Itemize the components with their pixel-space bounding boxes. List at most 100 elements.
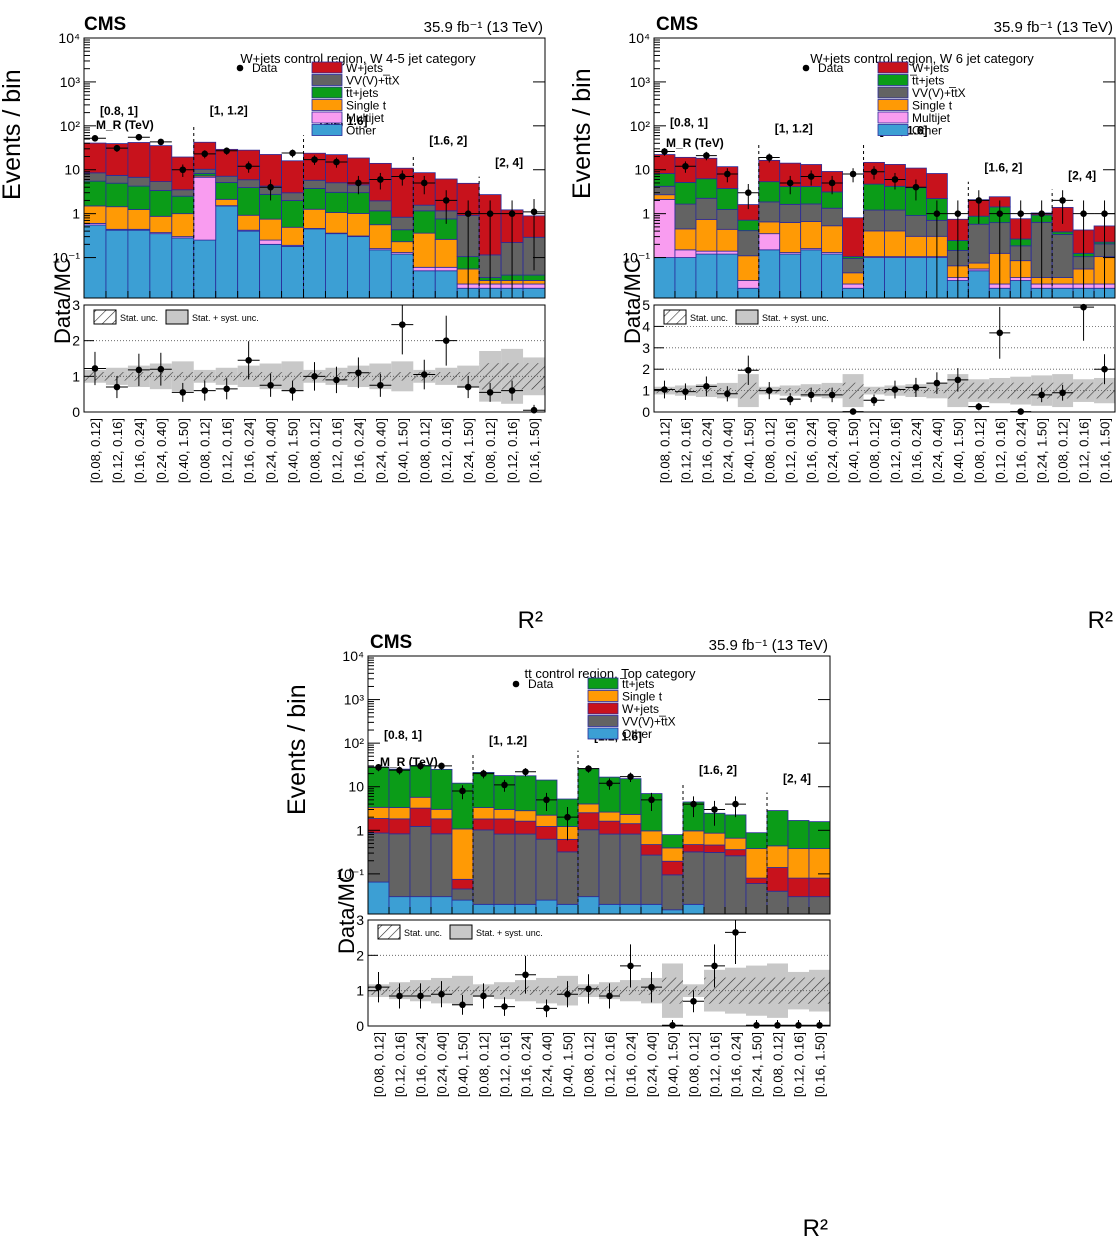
stat-band [843, 383, 864, 399]
legend-label: Data [528, 677, 554, 691]
bar-wjets [515, 821, 536, 834]
bar-other [106, 230, 128, 298]
y-tick-label: 10⁻¹ [52, 250, 80, 266]
y-tick-label: 10⁴ [342, 648, 364, 664]
mr-group-label: [2, 4] [1068, 168, 1096, 182]
data-point [1080, 210, 1087, 217]
bar-other [536, 900, 557, 914]
y-tick-label: 10² [344, 735, 365, 751]
data-point [732, 801, 739, 808]
bar-vvvttx [452, 889, 473, 900]
bar-vvvttx [767, 891, 788, 914]
bar-wjets [389, 819, 410, 834]
ratio-point [355, 369, 362, 376]
ratio-point [1038, 392, 1045, 399]
ratio-point [829, 392, 836, 399]
bar-ttjets [675, 182, 696, 204]
bar-wjets [494, 819, 515, 834]
category-label: [0.40, 1.50] [286, 418, 301, 483]
syst-legend-label: Stat. + syst. unc. [476, 928, 543, 938]
bar-vvvttx [864, 210, 885, 231]
bar-singlet [431, 809, 452, 819]
bar-vvvttx [106, 175, 128, 183]
x-axis-label: R² [1088, 607, 1113, 634]
bar-ttjets [864, 184, 885, 210]
cms-label: CMS [84, 14, 126, 35]
ratio-point [179, 389, 186, 396]
data-point [711, 806, 718, 813]
category-label: [0.08, 0.12] [483, 418, 498, 483]
category-label: [0.08, 0.12] [762, 418, 777, 483]
bar-ttjets [216, 183, 238, 200]
bar-other [260, 244, 282, 298]
bar-other [347, 237, 369, 298]
bar-vvvttx [717, 210, 738, 230]
bar-ttjets [84, 181, 106, 206]
bar-multijet [194, 177, 216, 240]
bar-ttjets [282, 201, 304, 228]
y-tick-label: 10² [630, 118, 651, 134]
ratio-point [443, 337, 450, 344]
data-point [1038, 210, 1045, 217]
bar-ttjets [885, 186, 906, 210]
category-label: [0.40, 1.50] [561, 1032, 576, 1097]
bar-ttjets [822, 192, 843, 208]
data-point [808, 173, 815, 180]
category-label: [0.08, 0.12] [198, 418, 213, 483]
bar-ttjets [325, 192, 347, 212]
bar-vvvttx [662, 875, 683, 910]
category-label: [0.12, 0.16] [498, 1032, 513, 1097]
ratio-point [136, 367, 143, 374]
category-label: [0.08, 0.12] [308, 418, 323, 483]
bar-other [654, 258, 675, 298]
bar-other [216, 206, 238, 298]
category-label: [0.40, 1.50] [456, 1032, 471, 1097]
ratio-point [223, 386, 230, 393]
bar-vvvttx [905, 216, 926, 237]
bar-vvvttx [216, 176, 238, 182]
bar-vvvttx [282, 193, 304, 201]
data-point [975, 197, 982, 204]
mr-group-label: [1, 1.2] [210, 103, 248, 117]
bar-ttjets [128, 186, 150, 209]
bar-vvvttx [150, 182, 172, 191]
bar-wjets [696, 158, 717, 178]
data-point [201, 151, 208, 158]
bar-singlet [885, 231, 906, 257]
category-label: [0.24, 0.40] [154, 418, 169, 483]
ratio-point [311, 373, 318, 380]
mr-group-label: [0.8, 1] [100, 104, 138, 118]
bar-wjets [809, 878, 830, 897]
bar-vvvttx [410, 826, 431, 896]
category-label: [0.12, 0.16] [888, 418, 903, 483]
category-label: [0.24, 1.50] [750, 1032, 765, 1097]
legend-swatch [878, 125, 908, 136]
bar-multijet [260, 240, 282, 244]
legend-swatch [588, 728, 618, 739]
ratio-point [399, 321, 406, 328]
legend-swatch [312, 112, 342, 123]
bar-singlet [150, 216, 172, 232]
bar-wjets [431, 819, 452, 834]
bar-vvvttx [304, 180, 326, 188]
category-label: [0.16, 1.50] [813, 1032, 828, 1097]
lumi-label: 35.9 fb⁻¹ (13 TeV) [709, 637, 828, 654]
category-label: [0.24, 1.50] [1035, 418, 1050, 483]
ratio-y-tick-label: 2 [72, 333, 80, 349]
category-label: [0.40, 1.50] [951, 418, 966, 483]
stat-legend-label: Stat. unc. [404, 928, 442, 938]
bar-other [822, 254, 843, 298]
bar-vvvttx [843, 259, 864, 273]
data-point [745, 189, 752, 196]
ratio-y-tick-label: 3 [72, 297, 80, 313]
bar-singlet [864, 231, 885, 257]
bar-other [801, 250, 822, 298]
mr-group-label: [1, 1.2] [775, 121, 813, 135]
bar-other [435, 271, 457, 298]
category-label: [0.12, 0.16] [505, 418, 520, 483]
data-point [703, 152, 710, 159]
